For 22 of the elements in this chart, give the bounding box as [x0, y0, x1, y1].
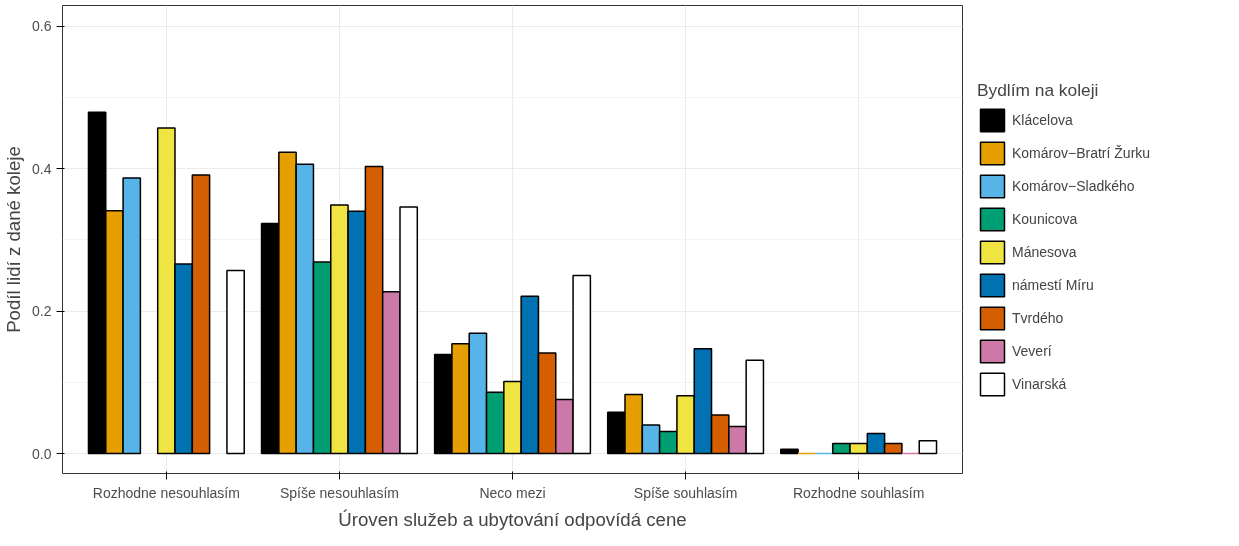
- legend-label: Vinarská: [1012, 375, 1067, 394]
- legend-label: Komárov−Sladkého: [1012, 177, 1135, 196]
- x-tick-label: Neco mezi: [479, 484, 546, 501]
- x-tick-label: Rozhodne nesouhlasím: [92, 484, 240, 501]
- x-axis-title: Úroven služeb a ubytování odpovídá cene: [338, 508, 687, 530]
- x-tick-label: Rozhodne souhlasím: [792, 484, 925, 501]
- y-axis-title: Podíl lidí z dané koleje: [3, 146, 25, 333]
- legend-title: Bydlím na koleji: [977, 80, 1100, 101]
- y-tick-label: 0.0: [32, 445, 52, 462]
- y-tick-label: 0.6: [32, 18, 52, 35]
- y-tick-label: 0.4: [32, 160, 52, 177]
- legend-label: námestí Míru: [1012, 276, 1094, 295]
- legend-label: Tvrdého: [1012, 309, 1064, 328]
- x-tick-label: Spíše souhlasím: [633, 484, 738, 501]
- legend-label: Veverí: [1012, 342, 1052, 361]
- legend-label: Klácelova: [1012, 111, 1073, 130]
- y-tick-label: 0.2: [32, 303, 52, 320]
- x-tick-label: Spíše nesouhlasím: [279, 484, 399, 501]
- legend-label: Komárov−Bratrí Žurku: [1012, 144, 1151, 163]
- bar: [918, 439, 938, 455]
- legend-label: Kounicova: [1012, 210, 1078, 229]
- legend-label: Mánesova: [1012, 243, 1077, 262]
